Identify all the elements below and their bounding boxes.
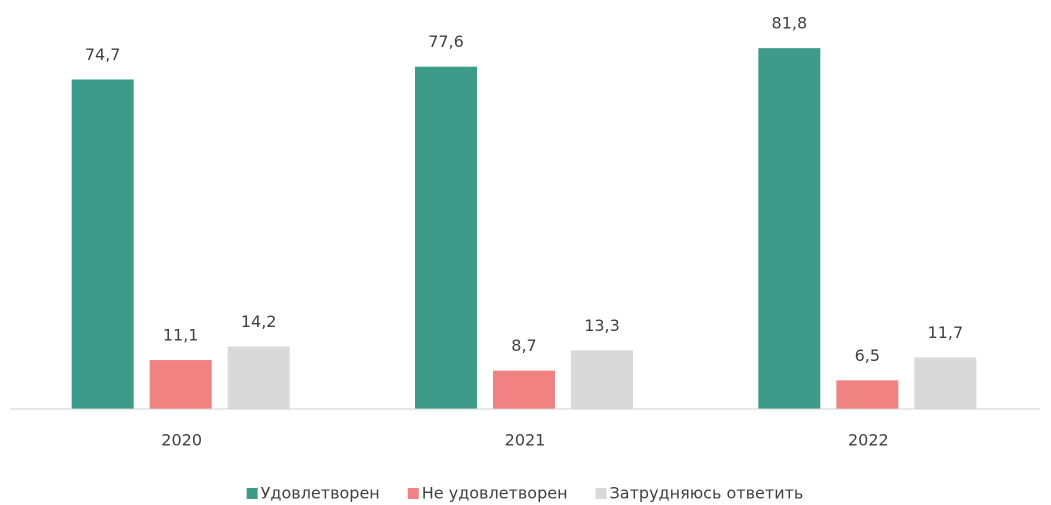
legend-label: Удовлетворен	[261, 484, 380, 503]
value-label: 81,8	[772, 14, 808, 33]
x-tick-label: 2021	[505, 431, 546, 450]
value-label: 6,5	[855, 346, 880, 365]
value-label: 11,1	[163, 326, 199, 345]
bar	[493, 370, 555, 409]
legend-swatch	[407, 488, 419, 499]
value-label: 74,7	[85, 45, 121, 64]
bar	[914, 357, 977, 409]
bar	[836, 380, 899, 409]
value-label: 77,6	[428, 32, 464, 51]
bar	[571, 350, 633, 409]
legend-label: Не удовлетворен	[422, 484, 568, 503]
value-label: 11,7	[928, 323, 964, 342]
legend-swatch	[246, 488, 258, 499]
bar	[71, 79, 134, 410]
bar	[758, 48, 821, 409]
x-tick-label: 2020	[161, 431, 202, 450]
x-tick-label: 2022	[848, 431, 889, 450]
legend-label: Затрудняюсь ответить	[610, 484, 804, 503]
bar	[415, 66, 477, 409]
value-label: 14,2	[241, 312, 277, 331]
value-label: 8,7	[511, 336, 536, 355]
value-label: 13,3	[584, 316, 620, 335]
bar	[149, 360, 212, 409]
bar	[227, 346, 290, 409]
legend-swatch	[595, 488, 607, 499]
